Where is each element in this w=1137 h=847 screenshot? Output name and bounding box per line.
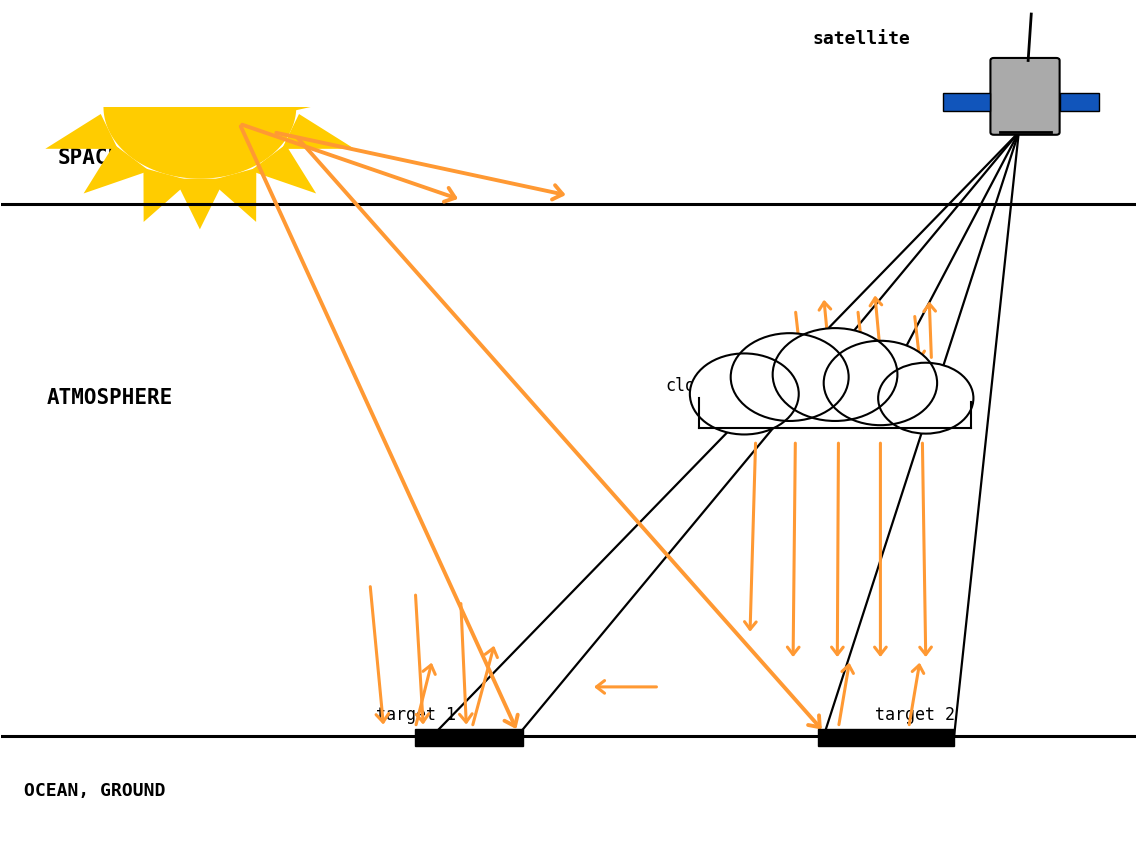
Polygon shape xyxy=(103,107,297,179)
Bar xyxy=(1060,92,1099,111)
Polygon shape xyxy=(282,114,355,149)
Text: target 2: target 2 xyxy=(874,706,955,723)
Text: target 1: target 1 xyxy=(375,706,456,723)
Circle shape xyxy=(731,333,848,421)
Text: SPACE: SPACE xyxy=(58,147,122,168)
Bar xyxy=(699,394,971,428)
Text: ATMOSPHERE: ATMOSPHERE xyxy=(47,388,173,408)
Polygon shape xyxy=(146,0,199,72)
Polygon shape xyxy=(209,168,256,222)
Text: satellite: satellite xyxy=(812,30,911,48)
Bar xyxy=(0,0,489,107)
Polygon shape xyxy=(243,57,343,102)
Polygon shape xyxy=(175,179,225,230)
Polygon shape xyxy=(250,145,316,193)
Circle shape xyxy=(823,340,937,425)
Circle shape xyxy=(773,328,897,421)
Polygon shape xyxy=(256,88,358,119)
Polygon shape xyxy=(143,168,190,222)
Circle shape xyxy=(878,363,973,434)
Polygon shape xyxy=(51,67,152,107)
Text: OCEAN, GROUND: OCEAN, GROUND xyxy=(24,782,166,800)
Polygon shape xyxy=(216,10,291,80)
Bar xyxy=(818,729,954,746)
FancyBboxPatch shape xyxy=(990,58,1060,135)
Polygon shape xyxy=(45,114,118,149)
Polygon shape xyxy=(184,0,225,65)
Bar xyxy=(943,92,990,111)
Circle shape xyxy=(690,353,799,435)
Polygon shape xyxy=(84,145,149,193)
Text: clouds: clouds xyxy=(665,377,725,395)
Polygon shape xyxy=(88,24,174,87)
Bar xyxy=(415,729,523,746)
